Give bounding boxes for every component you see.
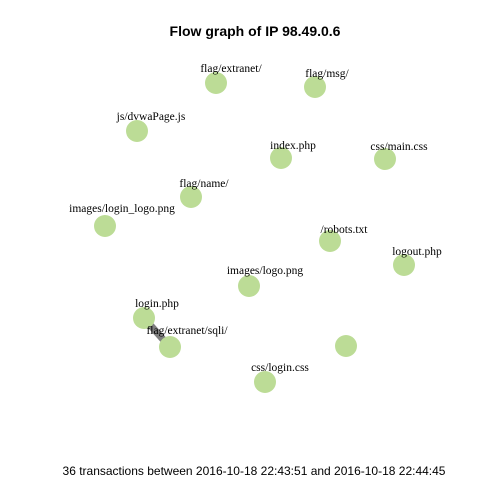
label-robots-txt: /robots.txt xyxy=(321,224,369,236)
node-robots-txt[interactable] xyxy=(319,230,341,252)
node-flag-name[interactable] xyxy=(180,186,202,208)
label-images-login-logo: images/login_logo.png xyxy=(69,203,175,215)
label-login-php: login.php xyxy=(135,298,179,310)
label-css-login: css/login.css xyxy=(251,362,309,374)
label-images-logo: images/logo.png xyxy=(227,265,304,277)
node-flag-msg[interactable] xyxy=(304,76,326,98)
node-flag-extranet[interactable] xyxy=(205,72,227,94)
node-login-php[interactable] xyxy=(133,307,155,329)
node-logout-php[interactable] xyxy=(393,254,415,276)
node-images-login-logo[interactable] xyxy=(94,215,116,237)
node-css-login[interactable] xyxy=(254,371,276,393)
node-js-dvwapage[interactable] xyxy=(126,120,148,142)
label-js-dvwapage: js/dvwaPage.js xyxy=(116,111,186,123)
label-flag-msg: flag/msg/ xyxy=(305,68,349,80)
label-css-main: css/main.css xyxy=(370,141,428,153)
nodes-layer xyxy=(94,72,415,393)
node-index-php[interactable] xyxy=(270,147,292,169)
node-flag-extranet-sqli[interactable] xyxy=(159,336,181,358)
label-flag-extranet: flag/extranet/ xyxy=(200,63,262,75)
label-logout-php: logout.php xyxy=(392,246,442,258)
label-flag-name: flag/name/ xyxy=(179,178,229,190)
node-unlabeled[interactable] xyxy=(335,335,357,357)
label-index-php: index.php xyxy=(270,140,316,152)
graph-title: Flow graph of IP 98.49.0.6 xyxy=(170,23,341,39)
node-images-logo[interactable] xyxy=(238,275,260,297)
node-css-main[interactable] xyxy=(374,148,396,170)
label-flag-extranet-sqli: flag/extranet/sqli/ xyxy=(146,325,228,337)
labels-layer: flag/extranet/ flag/msg/ js/dvwaPage.js … xyxy=(69,63,442,374)
graph-caption: 36 transactions between 2016-10-18 22:43… xyxy=(63,464,446,478)
